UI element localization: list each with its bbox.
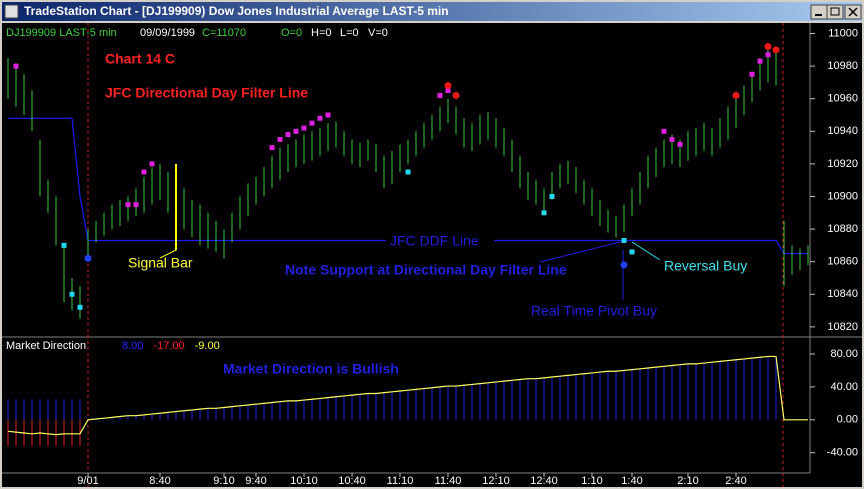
signal-square [125,202,131,208]
signal-square [765,52,771,58]
signal-square [293,128,299,134]
x-tick-label: 11:10 [387,475,414,487]
support-pointer [539,241,621,263]
signal-dot [772,46,780,54]
annotation: Market Direction is Bullish [223,361,399,377]
maximize-button[interactable] [826,4,844,20]
indicator-readout: 8.00 [122,340,143,352]
close-glyph [848,7,858,17]
annotation: Reversal Buy [664,258,747,274]
x-tick-label: 9:40 [245,475,266,487]
minimize-button[interactable] [810,4,828,20]
status-date: 09/09/1999 [140,27,195,39]
signal-dot [764,43,772,51]
x-tick-label: 12:10 [482,475,510,487]
annotation: Signal Bar [128,255,193,271]
x-tick-label: 1:10 [581,475,602,487]
signal-square [549,193,555,199]
y-tick-label: 10980 [827,60,858,72]
status-symbol: DJ199909 LAST-5 min [6,27,117,39]
window-title: TradeStation Chart - [DJ199909) Dow Jone… [24,4,449,18]
signal-square [757,58,763,64]
signal-square [309,120,315,126]
indicator-line [7,355,808,436]
signal-dot [732,91,740,99]
signal-square [13,63,19,69]
y-tick-label: 10920 [827,158,858,170]
y-tick-label: 11000 [828,27,858,39]
y-tick-label: 10940 [827,125,858,137]
signal-square [437,92,443,98]
status-line: DJ199909 LAST-5 min 09/09/1999 C=11070 O… [6,27,388,39]
status-open: O=0 [281,27,302,39]
annotation: JFC Directional Day Filter Line [105,85,308,101]
title-bar [2,2,862,21]
indicator-title: Market Direction [6,340,86,352]
status-high: H=0 [311,27,332,39]
y-tick-label: 10960 [827,93,858,105]
x-tick-label: 11:40 [435,475,462,487]
signal-square [141,169,147,175]
y-tick-label: 40.00 [830,381,858,393]
signal-dot [620,261,628,269]
x-tick-label: 10:40 [338,475,366,487]
x-tick-label: 1:40 [621,475,642,487]
signal-square [269,145,275,151]
signal-dot [444,82,452,90]
y-tick-label: 10900 [827,190,858,202]
status-low: L=0 [340,27,359,39]
signal-dot [84,254,92,262]
indicator-readout: -9.00 [195,340,220,352]
signal-square [301,125,307,131]
window-buttons[interactable] [810,4,862,20]
maximize-glyph [830,7,840,16]
signal-square [629,249,635,255]
annotation: JFC DDF Line [390,233,479,249]
signal-square [77,304,83,310]
indicator-readout: -17.00 [153,340,184,352]
signal-square [677,141,683,147]
y-tick-label: 10880 [827,223,858,235]
annotation: Chart 14 C [105,51,175,67]
signal-square [405,169,411,175]
signal-square [669,136,675,142]
y-tick-label: 10820 [827,321,858,333]
status-close: C=11070 [202,27,246,39]
signal-square [749,71,755,77]
signal-square [325,112,331,118]
signal-square [133,202,139,208]
signal-square [61,242,67,248]
annotation: Real Time Pivot Buy [531,303,657,319]
reversal-pointer [631,241,661,261]
signal-square [621,237,627,243]
signal-square [285,132,291,138]
signal-square [541,210,547,216]
status-volume: V=0 [368,27,388,39]
x-tick-label: 2:40 [725,475,746,487]
x-tick-label: 8:40 [149,475,170,487]
signal-square [661,128,667,134]
signal-dot [452,91,460,99]
annotation: Note Support at Directional Day Filter L… [285,262,567,278]
y-tick-label: 0.00 [837,414,858,426]
signal-square [149,161,155,167]
y-tick-label: 10860 [827,256,858,268]
x-tick-label: 9/01 [77,475,98,487]
y-tick-label: 80.00 [830,348,858,360]
signal-square [317,115,323,121]
y-tick-label: 10840 [827,288,858,300]
x-tick-label: 10:10 [290,475,318,487]
label-backdrop [386,234,494,250]
x-tick-label: 2:10 [677,475,698,487]
signal-square [277,136,283,142]
app-icon [4,4,19,19]
signal-pointer [159,249,177,259]
x-tick-label: 9:10 [213,475,234,487]
x-tick-label: 12:40 [530,475,558,487]
signal-square [445,88,451,94]
y-tick-label: -40.00 [827,447,858,459]
signal-square [69,291,75,297]
